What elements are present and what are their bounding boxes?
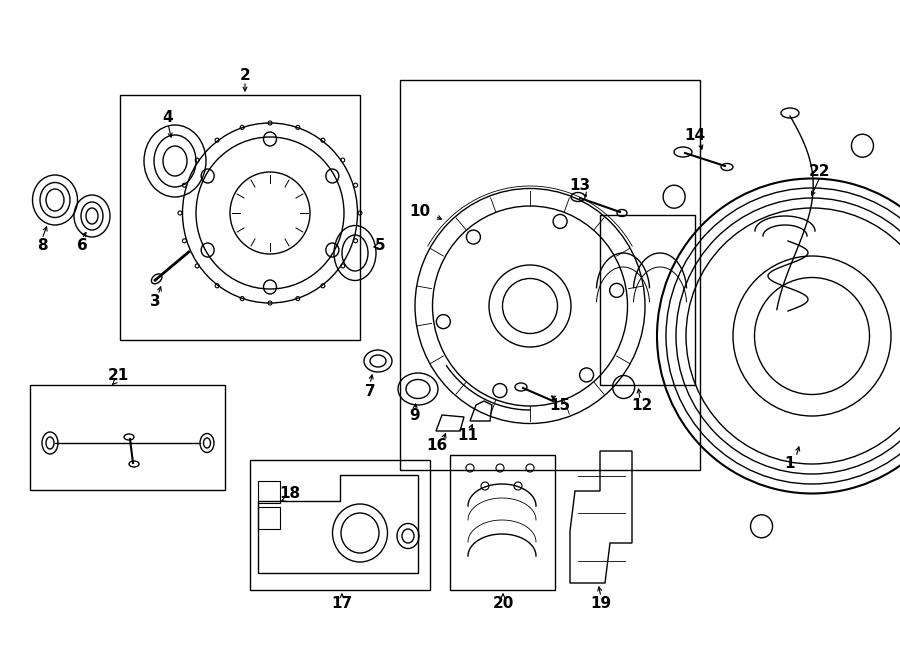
Bar <box>600 215 695 385</box>
Bar <box>258 481 280 503</box>
Text: 6: 6 <box>76 237 87 253</box>
Text: 18: 18 <box>279 485 301 500</box>
Bar <box>30 385 225 490</box>
Bar <box>450 455 555 590</box>
Text: 19: 19 <box>590 596 612 611</box>
Text: 13: 13 <box>570 178 590 194</box>
Text: 15: 15 <box>549 399 571 414</box>
Text: 22: 22 <box>809 163 831 178</box>
Text: 3: 3 <box>149 293 160 309</box>
Text: 20: 20 <box>492 596 514 611</box>
Text: 4: 4 <box>163 110 174 126</box>
Text: 8: 8 <box>37 237 48 253</box>
Text: 10: 10 <box>410 204 430 219</box>
Text: 9: 9 <box>410 408 420 424</box>
Text: 12: 12 <box>632 399 652 414</box>
Text: 2: 2 <box>239 67 250 83</box>
Bar <box>120 95 360 340</box>
Text: 16: 16 <box>427 438 447 453</box>
Text: 11: 11 <box>457 428 479 444</box>
Text: 5: 5 <box>374 239 385 254</box>
Bar <box>250 460 430 590</box>
Bar <box>258 507 280 529</box>
Text: 14: 14 <box>684 128 706 143</box>
Text: 21: 21 <box>107 368 129 383</box>
Bar <box>400 80 700 470</box>
Text: 7: 7 <box>364 383 375 399</box>
Text: 17: 17 <box>331 596 353 611</box>
Text: 1: 1 <box>785 455 796 471</box>
